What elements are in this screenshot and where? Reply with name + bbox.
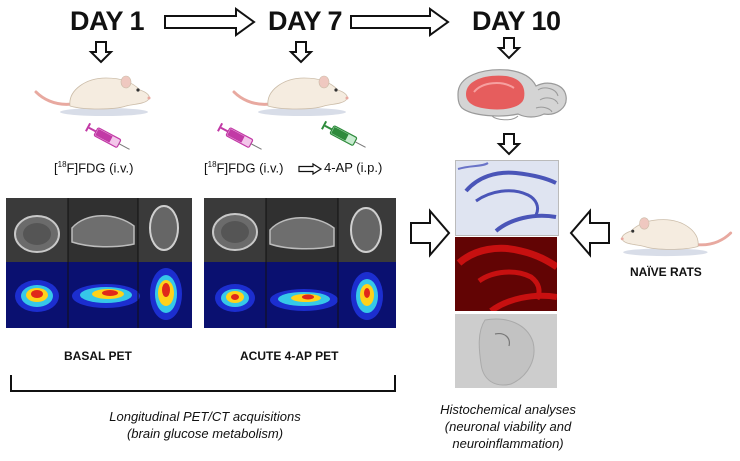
brain-icon bbox=[457, 69, 567, 121]
arrow-right-icon bbox=[410, 208, 451, 258]
histo-caption: Histochemical analyses (neuronal viabili… bbox=[418, 401, 598, 452]
syringe-icon bbox=[321, 120, 366, 148]
day7-injection-label: [18F]FDG (i.v.) bbox=[204, 160, 284, 176]
acute-pet-label: ACUTE 4-AP PET bbox=[240, 349, 339, 363]
syringe-icon bbox=[85, 122, 130, 150]
day1-injection-label: [18F]FDG (i.v.) bbox=[54, 160, 134, 176]
day-7-label: DAY 7 bbox=[268, 6, 343, 36]
day-1-label: DAY 1 bbox=[70, 6, 145, 36]
rat-icon bbox=[232, 75, 349, 116]
acute-pet-image bbox=[204, 198, 396, 328]
histo-caption-line3: neuroinflammation) bbox=[452, 436, 564, 451]
pet-caption-line1: Longitudinal PET/CT acquisitions bbox=[109, 409, 301, 424]
basal-pet-image bbox=[6, 198, 192, 328]
day7-drug-label: 4-AP (i.p.) bbox=[324, 160, 383, 175]
rat-icon bbox=[620, 217, 733, 257]
histology-nissl-image bbox=[455, 160, 559, 236]
rat-icon bbox=[34, 75, 151, 116]
day-10-label: DAY 10 bbox=[472, 6, 561, 36]
histo-caption-line1: Histochemical analyses bbox=[440, 402, 576, 417]
histology-red-image bbox=[455, 237, 557, 311]
pet-bracket bbox=[10, 375, 396, 392]
pet-caption: Longitudinal PET/CT acquisitions (brain … bbox=[90, 408, 320, 442]
naive-rats-label: NAÏVE RATS bbox=[630, 265, 702, 279]
pet-caption-line2: (brain glucose metabolism) bbox=[126, 426, 284, 441]
histology-grey-image bbox=[455, 314, 557, 388]
arrow-left-icon bbox=[569, 208, 610, 258]
arrow-down-icon bbox=[88, 41, 114, 64]
arrow-right-icon bbox=[298, 162, 323, 176]
histo-caption-line2: (neuronal viability and bbox=[444, 419, 572, 434]
basal-pet-label: BASAL PET bbox=[64, 349, 132, 363]
arrow-right-icon bbox=[164, 7, 256, 37]
syringe-icon bbox=[217, 122, 262, 150]
arrow-down-icon bbox=[496, 133, 522, 156]
arrow-right-icon bbox=[350, 7, 450, 37]
arrow-down-icon bbox=[288, 41, 314, 64]
arrow-down-icon bbox=[496, 37, 522, 60]
